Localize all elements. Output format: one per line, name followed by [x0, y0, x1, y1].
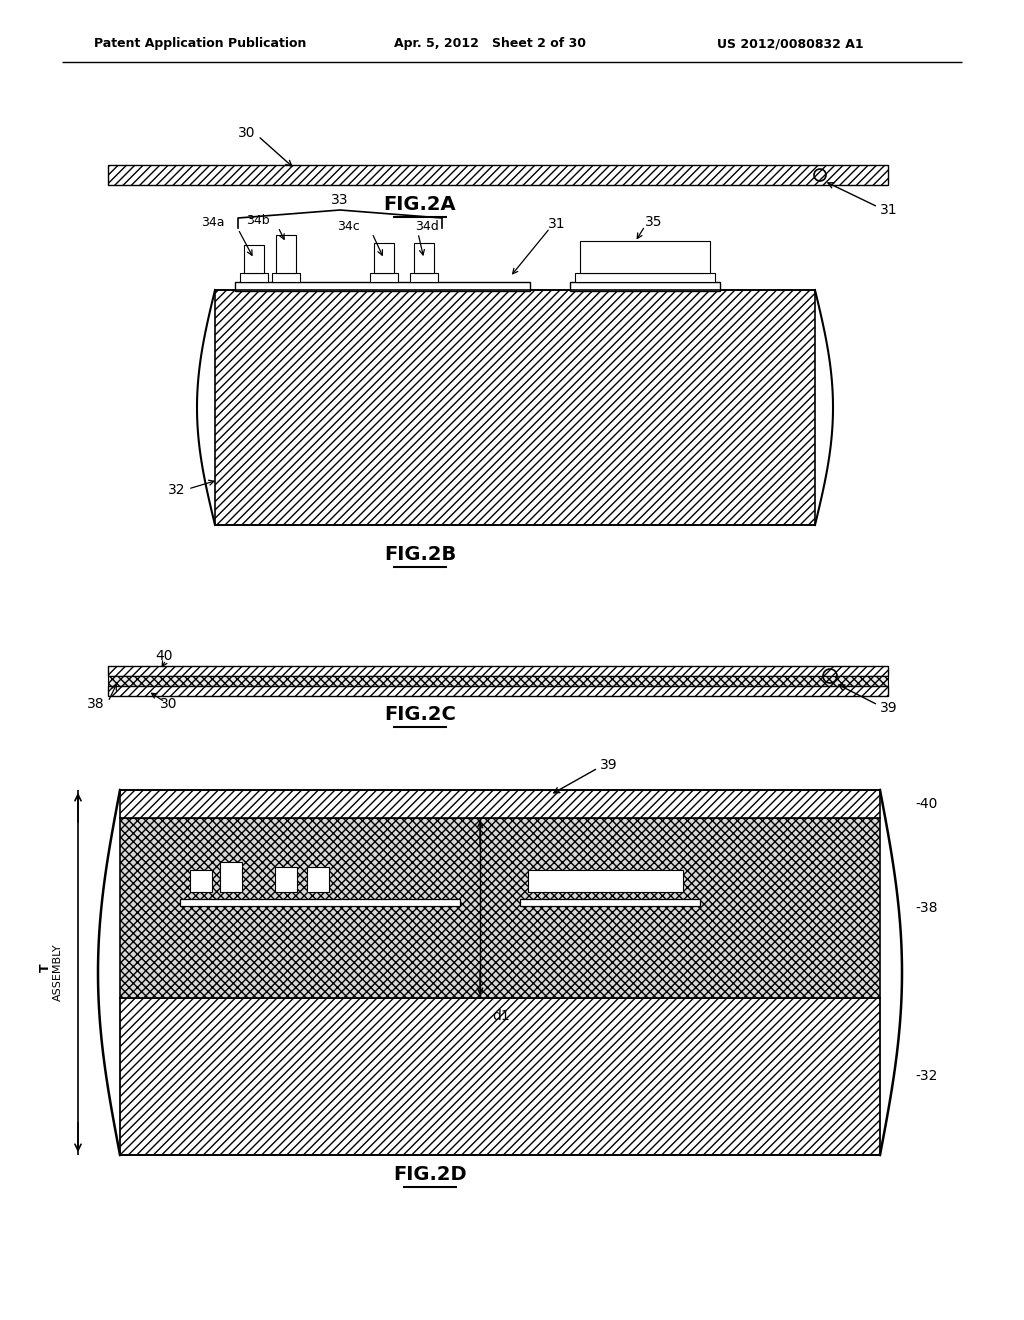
- Bar: [234, 282, 530, 290]
- Text: 32: 32: [168, 483, 185, 498]
- Text: FIG.2A: FIG.2A: [384, 195, 457, 214]
- Text: FIG.2C: FIG.2C: [384, 705, 456, 725]
- Bar: [190, 870, 212, 892]
- Text: 34a: 34a: [202, 216, 225, 230]
- Text: Patent Application Publication: Patent Application Publication: [94, 37, 306, 50]
- Text: Apr. 5, 2012   Sheet 2 of 30: Apr. 5, 2012 Sheet 2 of 30: [394, 37, 586, 50]
- Text: ASSEMBLY: ASSEMBLY: [53, 944, 63, 1002]
- Bar: [120, 818, 880, 998]
- Bar: [275, 867, 297, 892]
- Bar: [120, 998, 880, 1155]
- Text: 34b: 34b: [247, 214, 270, 227]
- Bar: [580, 242, 710, 273]
- Bar: [240, 273, 268, 282]
- Bar: [374, 243, 394, 273]
- Text: d1: d1: [492, 1008, 510, 1023]
- Text: 33: 33: [331, 193, 349, 207]
- Text: 39: 39: [600, 758, 617, 772]
- Bar: [370, 273, 398, 282]
- Bar: [108, 686, 888, 696]
- Bar: [528, 870, 683, 892]
- Bar: [570, 282, 720, 290]
- Bar: [120, 789, 880, 818]
- Bar: [575, 273, 715, 282]
- Text: -32: -32: [915, 1069, 937, 1082]
- Bar: [276, 235, 296, 273]
- Text: 35: 35: [645, 215, 663, 228]
- Bar: [414, 243, 434, 273]
- Bar: [108, 667, 888, 676]
- Text: 34c: 34c: [337, 220, 360, 234]
- Bar: [272, 273, 300, 282]
- Text: 30: 30: [238, 125, 255, 140]
- Text: 31: 31: [880, 203, 898, 216]
- Bar: [108, 676, 888, 686]
- Text: 30: 30: [160, 697, 177, 711]
- Bar: [520, 899, 700, 906]
- Text: US 2012/0080832 A1: US 2012/0080832 A1: [717, 37, 863, 50]
- Bar: [108, 165, 888, 185]
- Text: 34d: 34d: [415, 220, 438, 234]
- Bar: [244, 246, 264, 273]
- Text: 40: 40: [155, 649, 172, 663]
- Bar: [220, 862, 242, 892]
- Text: FIG.2D: FIG.2D: [393, 1166, 467, 1184]
- Text: 31: 31: [548, 216, 565, 231]
- Text: -38: -38: [915, 902, 938, 915]
- Bar: [307, 867, 329, 892]
- Text: -40: -40: [915, 797, 937, 810]
- Text: T: T: [39, 964, 51, 973]
- Text: FIG.2B: FIG.2B: [384, 545, 456, 565]
- Bar: [410, 273, 438, 282]
- Bar: [215, 290, 815, 525]
- Text: 38: 38: [87, 697, 105, 711]
- Bar: [180, 899, 460, 906]
- Text: 39: 39: [880, 701, 898, 715]
